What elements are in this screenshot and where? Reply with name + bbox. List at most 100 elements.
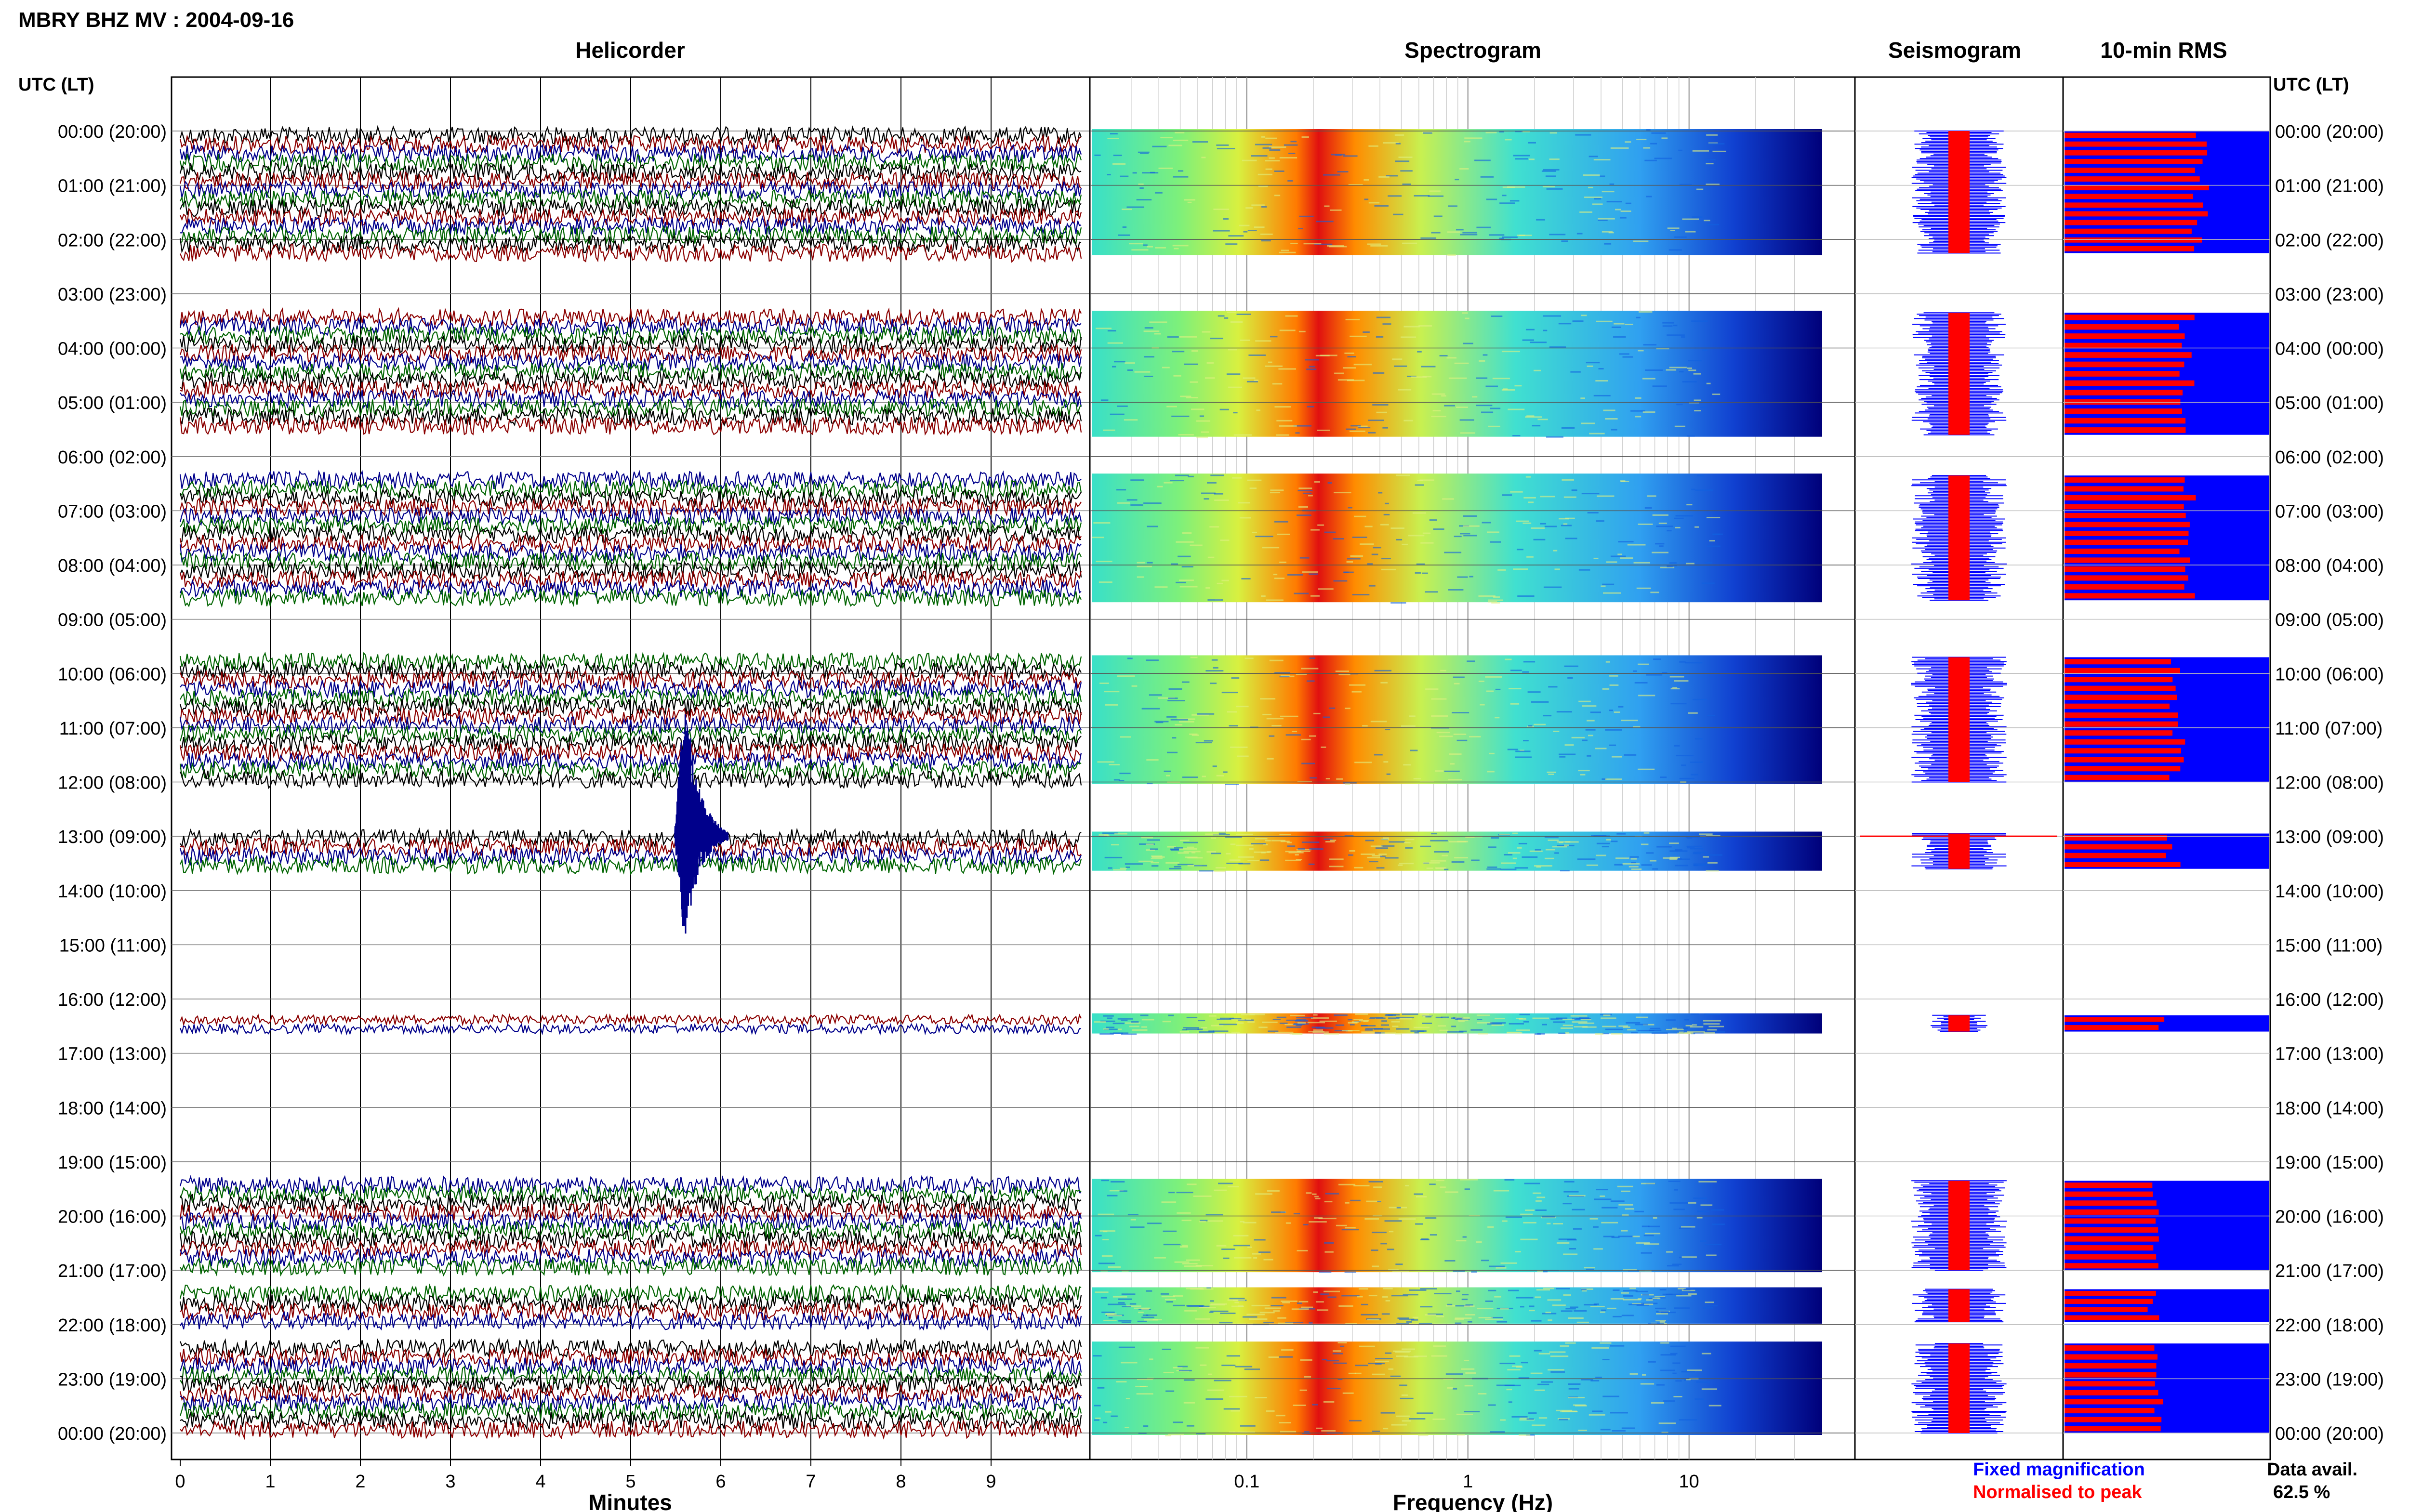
spectrogram-speckle (1144, 356, 1154, 358)
spectrogram-speckle (1681, 1226, 1695, 1228)
spectrogram-speckle (1105, 704, 1118, 706)
rms-normalised-bar (2065, 677, 2173, 683)
spectrogram-speckle (1411, 1319, 1418, 1321)
spectrogram-speckle (1119, 1190, 1127, 1192)
seismogram-normalised-trace (1948, 657, 1970, 782)
spectrogram-speckle (1358, 1288, 1368, 1290)
spectrogram-speckle (1291, 1308, 1309, 1310)
spectrogram-speckle (1661, 1432, 1668, 1433)
spectrogram-speckle (1344, 352, 1354, 354)
spectrogram-speckle (1182, 1029, 1187, 1031)
spectrogram-speckle (1186, 1425, 1194, 1427)
spectrogram-speckle (1453, 733, 1467, 735)
spectrogram-speckle (1400, 1397, 1414, 1399)
spectrogram-speckle (1659, 1297, 1666, 1299)
spectrogram-speckle (1396, 1016, 1415, 1018)
spectrogram-speckle (1117, 1028, 1122, 1030)
spectrogram-speckle (1513, 155, 1530, 157)
spectrogram-speckle (1593, 159, 1611, 161)
spectrogram-speckle (1625, 324, 1633, 326)
spectrogram-speckle (1179, 586, 1198, 588)
spectrogram-speckle (1279, 1422, 1291, 1424)
spectrogram-speckle (1385, 1300, 1390, 1302)
spectrogram-speckle (1125, 863, 1143, 865)
spectrogram-speckle (1601, 1017, 1616, 1019)
rms-normalised-bar (2065, 342, 2182, 349)
rms-normalised-bar (2065, 1209, 2159, 1215)
spectrogram-speckle (1693, 863, 1709, 865)
spectrogram-speckle (1290, 1014, 1305, 1016)
spectrogram-speckle (1274, 406, 1291, 408)
time-label-left: 21:00 (17:00) (58, 1261, 167, 1281)
spectrogram-speckle (1518, 1434, 1531, 1436)
spectrogram-speckle (1350, 555, 1363, 557)
spectrogram-speckle (1563, 523, 1568, 525)
spectrogram-speckle (1243, 1316, 1257, 1318)
spectrogram-speckle (1103, 1319, 1117, 1321)
spectrogram-speckle (1611, 326, 1621, 328)
spectrogram-speckle (1435, 868, 1445, 869)
spectrogram-speckle (1363, 331, 1370, 333)
spectrogram-speckle (1239, 224, 1250, 226)
spectrogram-speckle (1593, 1226, 1599, 1228)
spectrogram-speckle (1364, 1029, 1373, 1031)
spectrogram-speckle (1375, 1360, 1390, 1362)
spectrogram-speckle (1491, 602, 1500, 604)
spectrogram-speckle (1122, 1305, 1131, 1307)
helicorder-trace (179, 1022, 1082, 1036)
spectrogram-speckle (1306, 1192, 1312, 1194)
rms-normalised-bar (2065, 853, 2166, 858)
spectrogram-speckle (1311, 1193, 1317, 1195)
spectrogram-speckle (1520, 1238, 1538, 1240)
seismogram-normalised-trace (1948, 1181, 1970, 1271)
rms-normalised-bar (2065, 504, 2184, 510)
spectrogram-speckle (1587, 512, 1599, 513)
spectrogram-speckle (1530, 1372, 1543, 1374)
spectrogram-speckle (1413, 778, 1421, 780)
spectrogram-speckle (1696, 1217, 1703, 1219)
spectrogram-speckle (1572, 1209, 1585, 1210)
spectrogram-speckle (1313, 1029, 1324, 1031)
spectrogram-speckle (1297, 1249, 1308, 1251)
helicorder-trace (179, 1346, 1082, 1367)
spectrogram-speckle (1602, 846, 1609, 848)
spectrogram-speckle (1460, 1179, 1478, 1181)
rms-normalised-bar (2065, 352, 2192, 358)
rms-normalised-bar (2065, 168, 2195, 173)
spectrogram-speckle (1167, 336, 1179, 338)
spectrogram-speckle (1211, 837, 1217, 839)
spectrogram-speckle (1496, 1267, 1507, 1269)
spectrogram-speckle (1348, 1372, 1356, 1374)
spectrogram-speckle (1549, 234, 1566, 236)
spectrogram-speckle (1449, 753, 1462, 755)
spectrogram-speckle (1545, 1312, 1551, 1314)
spectrogram-speckle (1248, 354, 1266, 356)
time-label-left: 06:00 (02:00) (58, 447, 167, 468)
spectrogram-speckle (1678, 149, 1682, 151)
spectrogram-speckle (1662, 322, 1675, 324)
spectrogram-speckle (1444, 1260, 1456, 1262)
spectrogram-speckle (1127, 369, 1133, 371)
spectrogram-speckle (1676, 1295, 1692, 1297)
spectrogram-speckle (1118, 1298, 1132, 1300)
spectrogram-speckle (1705, 562, 1713, 564)
rms-normalised-bar (2065, 1017, 2165, 1022)
spectrogram-speckle (1611, 429, 1617, 431)
spectrogram-speckle (1151, 855, 1163, 857)
spectrogram-speckle (1262, 147, 1271, 149)
spectrogram-speckle (1562, 1203, 1572, 1205)
spectrogram-speckle (1464, 137, 1482, 139)
spectrogram-speckle (1504, 1384, 1521, 1386)
spectrogram-speckle (1508, 408, 1525, 410)
spectrogram-speckle (1280, 841, 1290, 842)
spectrogram-speckle (1124, 419, 1138, 421)
spectrogram-speckle (1681, 1256, 1697, 1258)
spectrogram-speckle (1709, 540, 1716, 542)
spectrogram-speckle (1249, 1013, 1265, 1015)
spectrogram-speckle (1380, 1032, 1396, 1034)
spectrogram-speckle (1279, 834, 1291, 836)
spectrogram-speckle (1236, 833, 1253, 835)
spectrogram-speckle (1316, 1427, 1323, 1429)
spectrogram-speckle (1432, 410, 1441, 412)
spectrogram-speckle (1422, 572, 1428, 574)
